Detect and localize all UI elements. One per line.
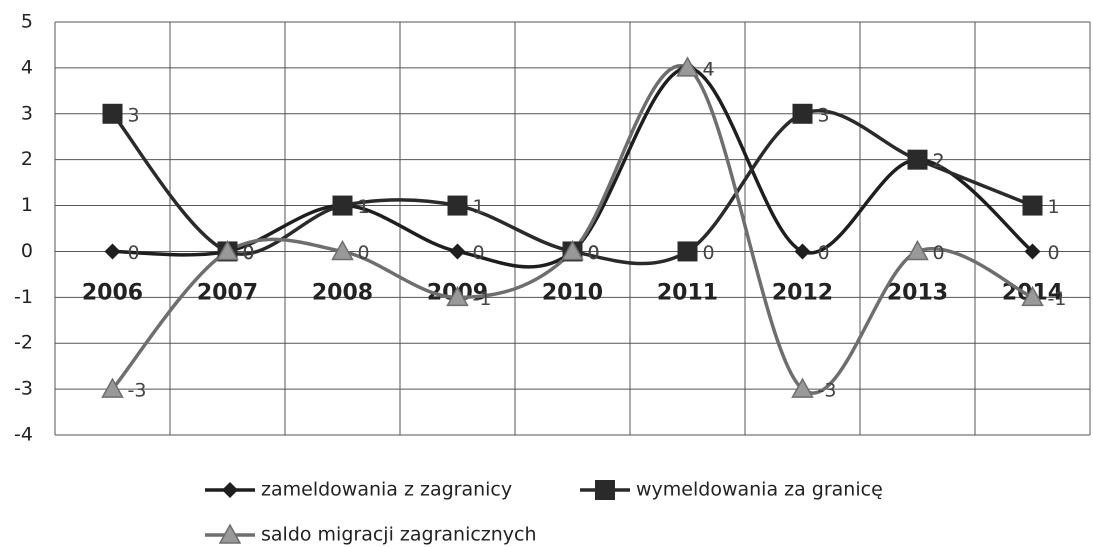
y-tick-label: -2 bbox=[14, 332, 33, 354]
marker bbox=[446, 285, 469, 307]
data-label: -3 bbox=[818, 380, 837, 402]
data-label: 4 bbox=[703, 58, 715, 80]
data-label: 1 bbox=[473, 196, 485, 218]
data-label: 2 bbox=[933, 150, 945, 172]
y-tick-label: -4 bbox=[14, 424, 33, 446]
marker bbox=[906, 239, 929, 261]
marker bbox=[102, 103, 123, 124]
x-tick-label: 2006 bbox=[82, 280, 143, 305]
data-label: 2 bbox=[933, 150, 945, 172]
legend-marker bbox=[595, 480, 615, 500]
data-label: 0 bbox=[243, 242, 255, 264]
legend-label: saldo migracji zagranicznych bbox=[261, 524, 537, 546]
series-line bbox=[111, 64, 1034, 395]
x-tick-label: 2011 bbox=[657, 280, 718, 305]
legend-label: wymeldowania za granicę bbox=[636, 479, 883, 501]
data-label: 3 bbox=[128, 104, 140, 126]
y-tick-label: 4 bbox=[21, 56, 33, 78]
data-label: 0 bbox=[128, 242, 140, 264]
x-tick-label: 2008 bbox=[312, 280, 373, 305]
data-label: 3 bbox=[818, 104, 830, 126]
data-label: 0 bbox=[588, 242, 600, 264]
marker bbox=[1022, 195, 1043, 216]
marker bbox=[1021, 285, 1044, 307]
data-label: 1 bbox=[358, 196, 370, 218]
data-label: 1 bbox=[358, 196, 370, 218]
marker bbox=[794, 243, 811, 260]
marker bbox=[331, 239, 354, 261]
x-tick-label: 2010 bbox=[542, 280, 603, 305]
x-tick-label: 2012 bbox=[772, 280, 833, 305]
data-label: -1 bbox=[1048, 288, 1067, 310]
y-tick-label: 0 bbox=[21, 240, 33, 262]
marker bbox=[216, 239, 239, 261]
data-label: 0 bbox=[588, 242, 600, 264]
data-label: 0 bbox=[703, 242, 715, 264]
data-label: 1 bbox=[1048, 196, 1060, 218]
data-label: 0 bbox=[588, 242, 600, 264]
series-line bbox=[112, 66, 1034, 269]
marker bbox=[791, 377, 814, 398]
data-label: 0 bbox=[1048, 242, 1060, 264]
y-tick-label: -1 bbox=[14, 286, 33, 308]
data-label: 0 bbox=[818, 242, 830, 264]
marker bbox=[449, 243, 466, 260]
legend-marker bbox=[222, 482, 238, 498]
data-label: 0 bbox=[243, 242, 255, 264]
data-label: 0 bbox=[933, 242, 945, 264]
marker bbox=[677, 241, 698, 262]
data-label: 0 bbox=[243, 242, 255, 264]
data-label: -1 bbox=[473, 288, 492, 310]
y-tick-label: 1 bbox=[21, 194, 33, 216]
data-label: 0 bbox=[358, 242, 370, 264]
y-tick-label: -3 bbox=[14, 378, 33, 400]
legend-label: zameldowania z zagranicy bbox=[261, 479, 512, 501]
marker bbox=[104, 243, 121, 260]
y-tick-label: 2 bbox=[21, 148, 33, 170]
marker bbox=[1024, 243, 1041, 260]
x-tick-label: 2007 bbox=[197, 280, 258, 305]
marker bbox=[907, 149, 928, 170]
marker bbox=[561, 239, 584, 261]
marker bbox=[676, 56, 699, 77]
marker bbox=[101, 377, 124, 398]
data-label: -3 bbox=[128, 380, 147, 402]
x-tick-label: 2013 bbox=[887, 280, 948, 305]
y-tick-label: 3 bbox=[21, 102, 33, 124]
legend-marker bbox=[218, 523, 242, 544]
marker bbox=[792, 103, 813, 124]
data-label: 4 bbox=[703, 58, 715, 80]
y-tick-label: 5 bbox=[21, 11, 33, 33]
marker bbox=[332, 195, 353, 216]
data-label: 0 bbox=[473, 242, 485, 264]
marker bbox=[447, 195, 468, 216]
